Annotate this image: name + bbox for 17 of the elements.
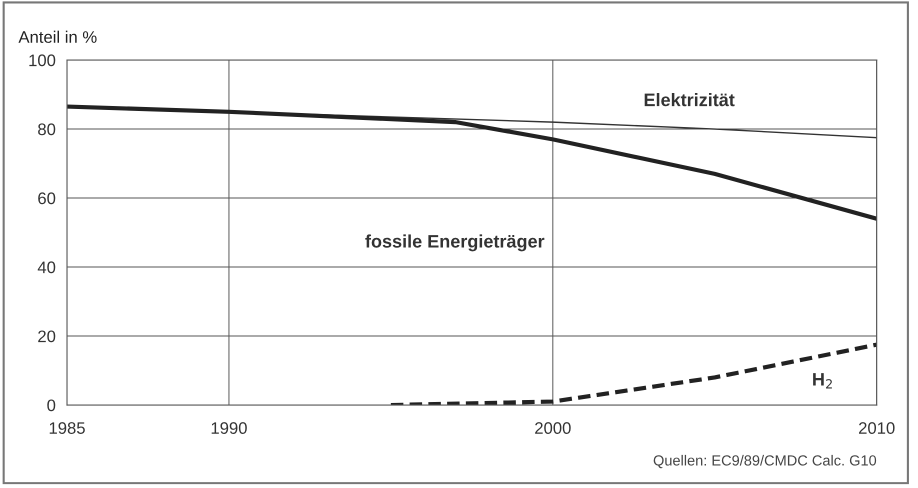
y-tick-label: 60 <box>38 192 56 204</box>
x-tick-label: 1990 <box>212 422 247 434</box>
x-tick-label: 2010 <box>858 422 895 434</box>
annotation: Elektrizität <box>644 93 735 106</box>
y-tick-label: 100 <box>29 54 56 66</box>
x-tick-label: 2000 <box>535 422 571 434</box>
annotation: H$_{2}$ <box>813 373 832 388</box>
line-series <box>388 342 877 406</box>
source-note: Quellen: EC9/89/CMDC Calc. G10 <box>654 454 876 468</box>
x-tick-label: 1985 <box>50 422 85 434</box>
line-series <box>67 104 877 221</box>
y-tick-label: 20 <box>38 330 56 342</box>
y-tick-label: 80 <box>38 123 56 136</box>
y-tick-label: 40 <box>38 261 56 274</box>
y-tick-label: 0 <box>47 399 56 412</box>
annotation: fossile Energieträger <box>365 234 544 252</box>
y-axis-title: Anteil in % <box>18 30 97 43</box>
